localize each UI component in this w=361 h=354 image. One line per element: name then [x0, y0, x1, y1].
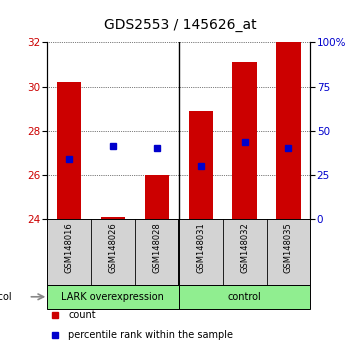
- Bar: [232, 62, 257, 219]
- Bar: [188, 111, 213, 219]
- Text: count: count: [68, 310, 96, 320]
- Text: percentile rank within the sample: percentile rank within the sample: [68, 330, 233, 340]
- Bar: [145, 175, 169, 219]
- Bar: [47, 285, 179, 309]
- Text: GDS2553 / 145626_at: GDS2553 / 145626_at: [104, 18, 257, 32]
- Bar: [277, 42, 301, 219]
- Text: GSM148026: GSM148026: [108, 222, 117, 273]
- Bar: [101, 217, 125, 219]
- Text: control: control: [228, 292, 261, 302]
- Text: GSM148035: GSM148035: [284, 222, 293, 273]
- Text: protocol: protocol: [0, 292, 11, 302]
- Bar: [57, 82, 81, 219]
- Text: GSM148028: GSM148028: [152, 222, 161, 273]
- Text: GSM148016: GSM148016: [64, 222, 73, 273]
- Text: GSM148032: GSM148032: [240, 222, 249, 273]
- Bar: [179, 285, 310, 309]
- Text: LARK overexpression: LARK overexpression: [61, 292, 164, 302]
- Text: GSM148031: GSM148031: [196, 222, 205, 273]
